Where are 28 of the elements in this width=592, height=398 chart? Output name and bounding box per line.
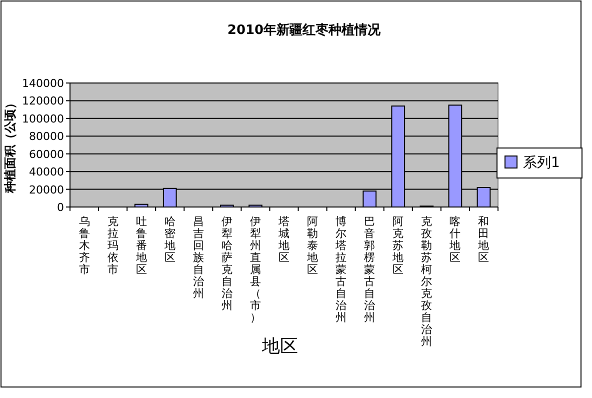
y-tick-label: 80000 [29, 130, 64, 144]
bar [134, 204, 148, 208]
x-tick-label: 昌吉回族自治州 [192, 215, 204, 300]
x-tick-label: 哈密地区 [163, 215, 176, 264]
category-label: 博尔塔拉蒙古自治州 [336, 215, 347, 324]
x-axis-title: 地区 [261, 336, 298, 357]
y-axis-title: 种植面积（公顷） [3, 97, 17, 194]
y-tick-label: 120000 [22, 94, 64, 108]
y-tick-label: 40000 [29, 166, 64, 179]
y-tick-label: 60000 [29, 148, 64, 161]
y-tick-label: 0 [57, 201, 64, 214]
category-label: 巴音郭楞蒙古自治州 [364, 215, 376, 324]
x-tick-label: 喀什地区 [448, 215, 461, 264]
category-label: 克孜勒苏柯尔克孜自治州 [421, 215, 432, 348]
x-tick-label: 阿勒泰地区 [306, 215, 318, 276]
x-tick-label: 克拉玛依市 [107, 215, 118, 276]
x-tick-label: 伊犁哈萨克自治州 [221, 215, 232, 312]
x-tick-label: 吐鲁番地区 [134, 215, 147, 276]
y-tick-label: 20000 [29, 183, 64, 196]
y-tick-label: 100000 [22, 112, 64, 126]
x-tick-label: 和田地区 [477, 215, 490, 264]
x-tick-label: 塔城地区 [278, 215, 290, 264]
x-tick-label: 阿克苏地区 [392, 215, 404, 276]
y-tick-label: 140000 [22, 77, 64, 90]
x-tick-label: 乌鲁木齐市 [78, 215, 90, 276]
legend-label: 系列1 [523, 155, 560, 171]
category-label: 伊犁州直属县（市） [250, 215, 261, 324]
chart-title: 2010年新疆红枣种植情况 [227, 22, 382, 38]
